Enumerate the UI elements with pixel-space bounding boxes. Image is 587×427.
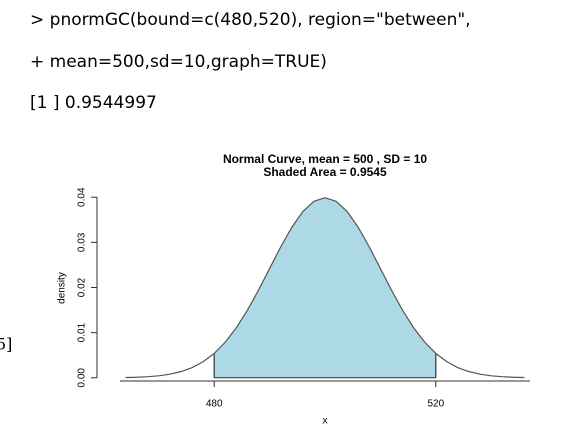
y-tick-label: 0.04 <box>77 187 88 207</box>
x-tick-label: 520 <box>427 399 444 410</box>
density-curve <box>125 197 525 379</box>
console-line: > pnormGC(bound=c(480,520), region="betw… <box>30 10 471 30</box>
y-tick-label: 0.01 <box>77 322 88 342</box>
x-tick-label: 480 <box>206 399 223 410</box>
shaded-area <box>214 197 436 378</box>
chart-title: Normal Curve, mean = 500 , SD = 10 <box>223 152 427 166</box>
y-tick-label: 0.02 <box>77 277 88 297</box>
y-tick-label: 0.00 <box>77 368 88 388</box>
console-line: [1 ] 0.9544997 <box>30 93 157 113</box>
y-tick-label: 0.03 <box>77 232 88 252</box>
chart-subtitle: Shaded Area = 0.9545 <box>263 165 387 179</box>
console-line: + mean=500,sd=10,graph=TRUE) <box>30 52 327 72</box>
x-axis-label: x <box>323 416 328 427</box>
y-axis-label: density <box>57 272 68 304</box>
cut-text: 5] <box>0 335 12 354</box>
